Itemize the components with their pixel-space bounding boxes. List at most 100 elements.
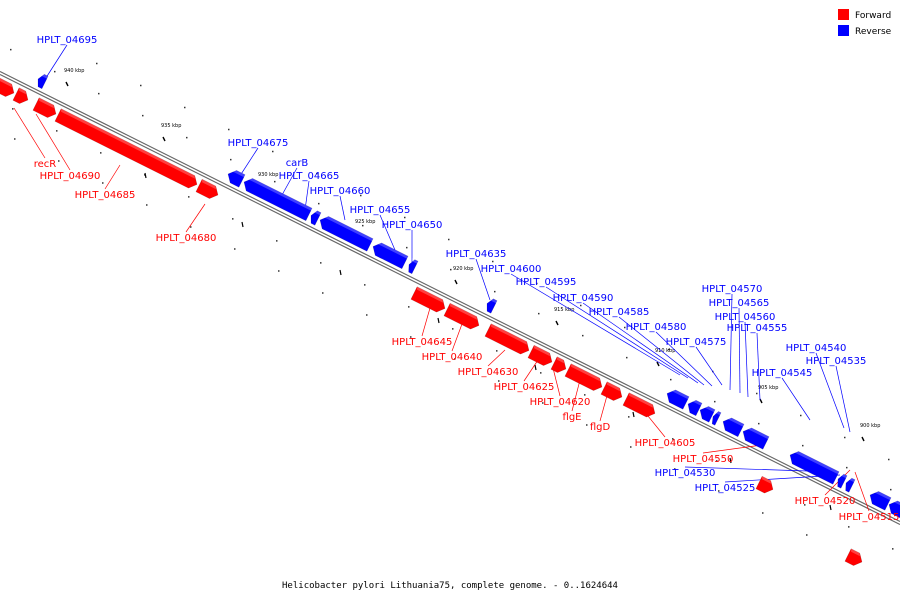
minor-tick-dot (184, 106, 186, 109)
reverse-gene (310, 210, 322, 226)
forward-gene (32, 97, 57, 118)
minor-tick-dot (56, 130, 58, 132)
forward-gene-label-hplt-04620: HPLT_04620 (530, 397, 591, 408)
gene-highlight (629, 392, 653, 408)
forward-gene (195, 178, 219, 199)
reverse-gene-label-hplt-04665: HPLT_04665 (279, 171, 340, 182)
reverse-gene-leader (475, 258, 491, 301)
gene-highlight (314, 209, 322, 216)
gene-features (0, 72, 900, 566)
reverse-gene (408, 259, 419, 275)
reverse-gene-leader (756, 332, 761, 401)
gene-highlight (849, 476, 856, 483)
forward-gene (410, 286, 446, 313)
minor-tick-dot (624, 326, 626, 329)
major-tick (861, 436, 865, 442)
minor-tick-dot (410, 336, 412, 338)
gene-highlight (793, 448, 840, 475)
gene-highlight (557, 356, 564, 364)
forward-gene-label-hplt-04550: HPLT_04550 (673, 454, 734, 465)
minor-tick-dot (492, 260, 494, 263)
gene-highlight (746, 425, 770, 440)
minor-tick-dot (234, 248, 236, 250)
minor-tick-dot (320, 262, 322, 264)
reverse-gene (789, 451, 840, 485)
minor-tick-dot (190, 226, 192, 228)
gene-highlight (726, 415, 745, 428)
gene-highlight (323, 213, 374, 242)
minor-tick-dot (670, 378, 672, 381)
minor-tick-dot (54, 70, 56, 73)
reverse-gene (837, 473, 848, 489)
minor-tick-dot (58, 160, 60, 162)
minor-tick-dot (628, 416, 630, 418)
reverse-gene (666, 389, 690, 410)
reverse-gene-label-hplt-04555: HPLT_04555 (727, 323, 788, 334)
minor-tick-dot (318, 202, 320, 205)
reverse-gene (722, 417, 745, 438)
legend: Forward Reverse (838, 9, 892, 37)
forward-gene (844, 548, 863, 566)
legend-forward-swatch (838, 9, 849, 20)
gene-highlight (202, 179, 216, 190)
minor-tick-dot (450, 268, 452, 271)
gene-highlight (716, 410, 722, 416)
reverse-gene (699, 406, 716, 423)
reverse-gene-leader (339, 195, 346, 221)
major-tick (656, 361, 660, 367)
gene-highlight (703, 403, 716, 413)
reverse-gene-leader (835, 365, 851, 433)
minor-tick-dot (100, 152, 102, 154)
minor-tick-dot (580, 304, 582, 307)
forward-gene (550, 356, 567, 373)
minor-tick (632, 411, 635, 418)
forward-gene-label-hplt-04640: HPLT_04640 (422, 352, 483, 363)
tick-label: 905 kbp (758, 385, 778, 391)
minor-tick-dot (14, 138, 16, 140)
reverse-gene-label-hplt-04595: HPLT_04595 (516, 277, 577, 288)
forward-gene (600, 381, 623, 401)
minor-tick-dot (366, 314, 368, 316)
minor-tick-dot (188, 196, 190, 198)
minor-tick-dot (276, 240, 278, 242)
reverse-gene-label-hplt-04660: HPLT_04660 (310, 186, 371, 197)
reverse-gene-leader (618, 316, 705, 386)
reverse-gene-label-hplt-04600: HPLT_04600 (481, 264, 542, 275)
reverse-gene-leader (744, 321, 749, 398)
minor-tick-dot (844, 436, 846, 439)
minor-tick-dot (360, 194, 362, 197)
minor-tick-dot (408, 306, 410, 308)
minor-tick-dot (672, 438, 674, 440)
forward-gene-leader (854, 471, 870, 512)
tick-label: 900 kbp (860, 423, 880, 429)
minor-tick-dot (272, 150, 274, 153)
minor-tick-dot (406, 246, 408, 249)
minor-tick-dot (494, 290, 496, 293)
tick-label: 915 kbp (554, 307, 574, 313)
minor-tick-dot (582, 334, 584, 337)
minor-tick-dot (584, 394, 586, 396)
minor-tick (829, 504, 832, 511)
gene-highlight (247, 175, 313, 212)
reverse-gene (687, 400, 703, 417)
reverse-gene-label-hplt-04535: HPLT_04535 (806, 356, 867, 367)
reverse-gene-label-hplt-04530: HPLT_04530 (655, 468, 716, 479)
reverse-gene (845, 477, 856, 493)
minor-tick-dot (12, 108, 14, 110)
minor-tick-dot (146, 204, 148, 206)
gene-highlight (39, 97, 54, 109)
minor-tick-dot (540, 372, 542, 374)
minor-tick-dot (848, 526, 850, 528)
forward-gene (12, 87, 29, 104)
major-tick (162, 136, 166, 142)
major-tick (65, 81, 69, 87)
gene-highlight (19, 87, 26, 95)
minor-tick-dot (890, 488, 892, 491)
reverse-gene (869, 491, 892, 511)
reverse-gene-label-hplt-04695: HPLT_04695 (37, 35, 98, 46)
minor-tick (437, 317, 440, 324)
minor-tick-dot (756, 392, 758, 395)
major-tick (454, 279, 458, 285)
minor-tick-dot (714, 400, 716, 403)
